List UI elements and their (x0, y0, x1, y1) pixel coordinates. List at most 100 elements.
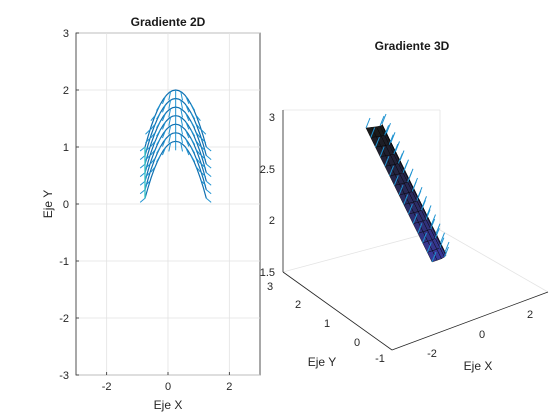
gradient-arrow (180, 134, 183, 143)
gradient-arrow (145, 129, 151, 135)
y-tick-label-3d: 3 (267, 281, 273, 293)
gradient-arrow (156, 138, 161, 146)
gradient-arrow (185, 96, 190, 105)
gradient-arrow (145, 180, 151, 186)
gradient-arrows-3d (365, 113, 450, 263)
y-tick-label-3d: 0 (354, 337, 360, 349)
gradient-arrow-3d (417, 223, 423, 234)
x-tick-label-3d: -2 (427, 348, 437, 360)
gradient-arrow-3d (425, 209, 431, 220)
gradient-arrow (150, 149, 156, 156)
gradient-arrow (195, 166, 201, 173)
gradient-2d-axes: -2 0 2 3 2 1 0 -1 -2 -3 Gradiente 2D Eje X Eje Y (41, 15, 261, 412)
x-tick-label: -2 (102, 381, 112, 393)
x-tick-label-3d: 0 (479, 329, 485, 341)
gradient-arrow (180, 108, 183, 118)
gradient-arrow-3d (374, 136, 380, 148)
gradient-arrows (139, 89, 212, 203)
gradient-arrow (195, 115, 201, 122)
gradient-arrow-3d (439, 237, 445, 248)
gradient-arrow (190, 146, 196, 154)
gradient-arrow (150, 115, 156, 122)
z-tick-label: 2 (269, 215, 275, 227)
gradient-arrow (195, 149, 201, 156)
gradient-arrow (190, 112, 196, 120)
y-tick-label-3d: 1 (324, 318, 330, 330)
gradient-arrow (200, 129, 207, 135)
y-tick-label: 1 (63, 142, 69, 154)
gradient-arrow (168, 108, 172, 118)
gradient-arrow-3d (440, 232, 445, 244)
gradient-arrow-3d (384, 125, 390, 136)
gradient-arrow-3d (386, 122, 391, 134)
gradient-arrow (145, 163, 151, 169)
gradient-arrow (150, 166, 156, 173)
gradient-arrow (195, 157, 201, 164)
gradient-arrow (145, 171, 151, 178)
gradient-arrow-3d (422, 232, 428, 244)
gradient-arrow (195, 132, 201, 139)
gradient-arrow (180, 125, 183, 135)
gradient-arrow (185, 147, 190, 156)
gradient-3d-axes: Gradiente 3D 1.5 2 2.5 3 -1 0 1 2 3 -2 0 2 Eje Y Ej… (260, 39, 549, 373)
gradient-arrow-3d (412, 213, 418, 224)
gradient-arrow (185, 130, 190, 139)
gradient-arrow-3d (379, 146, 385, 157)
gradient-arrow (195, 123, 201, 130)
gradient-arrow-3d (370, 127, 376, 138)
gradient-arrow-3d (381, 113, 387, 125)
gradient-arrow (156, 112, 161, 120)
gradient-arrow (139, 180, 146, 186)
gradient-arrow-3d (379, 115, 385, 127)
x-axis-label-3d: Eje X (464, 359, 493, 373)
gradient-arrow (161, 121, 166, 130)
gradient-arrow-3d (398, 184, 404, 196)
gradient-arrow (206, 189, 212, 195)
gradient-arrow (206, 146, 212, 152)
x-tick-label: 2 (226, 381, 232, 393)
gradient-arrow (168, 91, 172, 101)
chart-title: Gradiente 2D (131, 15, 206, 29)
gradient-arrow (180, 100, 183, 109)
gradient-arrow (139, 172, 146, 178)
gradient-arrow-3d (435, 223, 441, 234)
gradient-arrow-3d (422, 196, 427, 207)
gradient-arrow (185, 113, 190, 122)
gradient-arrow-3d (444, 241, 450, 253)
x-tick-label-3d: 2 (527, 309, 533, 321)
gradient-arrow-3d (417, 186, 423, 198)
gradient-arrow (161, 96, 166, 105)
gradient-arrow-3d (426, 205, 432, 216)
gradient-arrow-3d (384, 156, 390, 167)
y-tick-label: -3 (59, 370, 69, 382)
gradient-arrow (190, 121, 196, 128)
gradient-arrow (161, 138, 166, 147)
gradient-arrow (161, 113, 166, 122)
gradient-arrow (168, 100, 172, 109)
gradient-arrow-3d (407, 203, 413, 215)
gradient-arrow (200, 154, 207, 161)
axes-box (282, 109, 549, 351)
gradient-arrow (145, 154, 151, 161)
gradient-arrow (206, 163, 212, 169)
y-tick-label-3d: 2 (295, 299, 301, 311)
gradient-arrow-3d (393, 143, 399, 155)
box-edge (282, 229, 441, 273)
box-edge (439, 229, 549, 293)
gradient-arrow (139, 197, 146, 203)
y-axis-label: Eje Y (41, 190, 55, 218)
y-tick-label: -2 (59, 313, 69, 325)
gradient-arrow-3d (434, 228, 440, 239)
gradient-arrow-3d (413, 177, 418, 189)
gradient-arrow (145, 137, 151, 144)
gradient-arrow (190, 129, 196, 137)
gradient-arrow-3d (431, 251, 437, 263)
gradient-arrow (161, 147, 166, 156)
gradient-arrow-3d (399, 150, 405, 161)
gradient-arrow-3d (430, 218, 436, 230)
gradient-arrow (156, 103, 161, 111)
gradient-arrow (145, 146, 151, 152)
gradient-arrow (161, 104, 166, 113)
y-axis-label-3d: Eje Y (308, 355, 336, 369)
